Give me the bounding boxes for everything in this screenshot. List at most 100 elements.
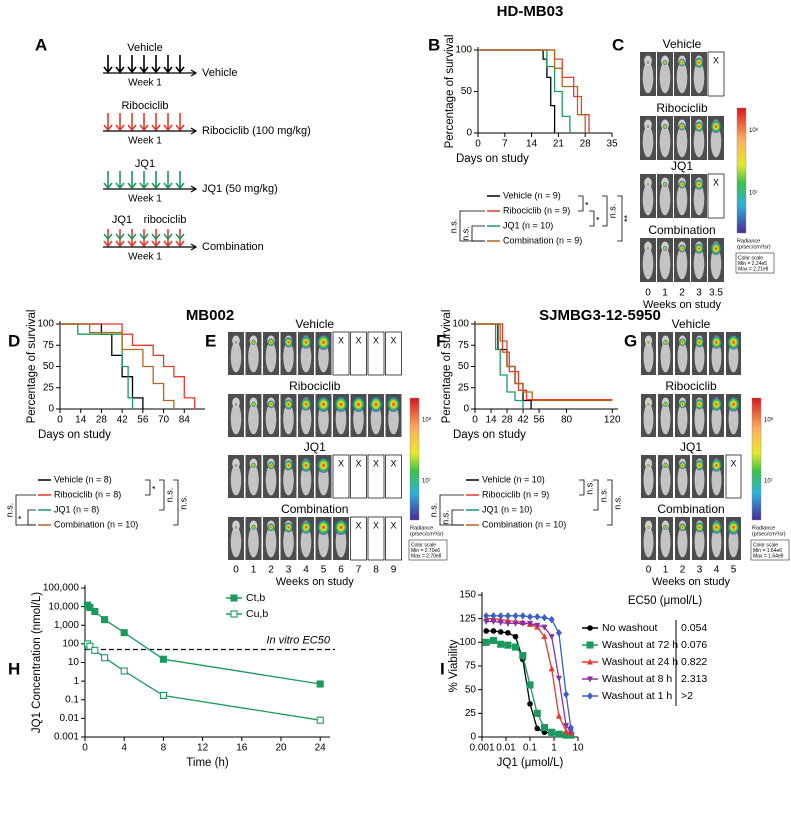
stat-bracket bbox=[451, 509, 464, 526]
bioluminescence bbox=[663, 462, 668, 468]
series-line bbox=[478, 49, 571, 133]
x-tick-label: 35 bbox=[606, 139, 618, 150]
mouse-image bbox=[644, 458, 653, 469]
group-header: SJMBG3-12-5950 bbox=[539, 307, 661, 324]
data-point bbox=[519, 652, 527, 660]
dose-arrow bbox=[175, 113, 185, 132]
y-tick-label: 25 bbox=[458, 382, 470, 393]
mouse-image bbox=[643, 464, 654, 496]
stat-label: ** bbox=[622, 215, 632, 223]
mouse-image bbox=[643, 403, 654, 435]
x-tick-label: 24 bbox=[315, 743, 327, 754]
data-point bbox=[497, 619, 504, 626]
data-point bbox=[534, 613, 541, 621]
stat-label: n.s. bbox=[440, 510, 450, 525]
mouse-image bbox=[693, 125, 705, 158]
y-tick-label: 50 bbox=[458, 361, 470, 372]
data-point bbox=[548, 728, 556, 736]
stat-bracket bbox=[617, 195, 623, 242]
legend-label: Combination (n = 10) bbox=[482, 519, 566, 529]
data-point bbox=[91, 607, 99, 616]
drug-label: JQ1 bbox=[112, 214, 132, 226]
missing-mark: X bbox=[390, 335, 396, 345]
dose-arrow bbox=[115, 55, 125, 74]
y-axis-label: Percentage of survival bbox=[444, 35, 456, 149]
colorbar-tick-label: 10⁸ bbox=[422, 417, 432, 424]
color-scale-text: Color scale bbox=[753, 542, 778, 548]
bioluminescence bbox=[694, 179, 704, 190]
bioluminescence bbox=[647, 340, 650, 344]
bioluminescence bbox=[678, 180, 686, 189]
bioluminescence bbox=[679, 400, 686, 409]
data-point bbox=[497, 612, 504, 620]
bioluminescence bbox=[710, 397, 723, 411]
y-tick-label: 0 bbox=[48, 404, 54, 415]
data-point bbox=[504, 620, 511, 627]
y-tick-label: 100 bbox=[455, 45, 472, 56]
data-point bbox=[483, 619, 490, 626]
missing-image bbox=[385, 516, 402, 561]
mouse-image bbox=[694, 464, 705, 496]
stat-label: n.s. bbox=[460, 226, 470, 241]
bioluminescence bbox=[646, 61, 650, 64]
group-label: JQ1 bbox=[304, 440, 326, 454]
x-tick-label: 20 bbox=[275, 743, 287, 754]
missing-image bbox=[367, 331, 385, 376]
data-point bbox=[555, 629, 562, 637]
bioluminescence bbox=[647, 402, 650, 406]
timeline bbox=[103, 185, 198, 193]
series-line bbox=[478, 49, 586, 133]
x-tick-label: 12 bbox=[197, 743, 209, 754]
y-tick-label: 100 bbox=[452, 319, 469, 330]
stat-bracket bbox=[145, 479, 151, 496]
bioluminescence bbox=[727, 397, 740, 412]
data-point bbox=[527, 620, 533, 627]
mouse-image bbox=[230, 341, 242, 373]
dose-arrow bbox=[139, 55, 149, 74]
data-point bbox=[490, 628, 497, 634]
y-tick-label: 50 bbox=[43, 361, 55, 372]
dose-arrow bbox=[163, 55, 173, 74]
x-tick-label: 14 bbox=[526, 139, 538, 150]
colorbar-title: (p/sec/cm²/sr) bbox=[410, 531, 444, 537]
mouse-image bbox=[300, 403, 312, 435]
mouse-image bbox=[248, 403, 259, 435]
missing-mark: X bbox=[730, 458, 736, 468]
bioluminescence bbox=[300, 335, 312, 349]
data-point bbox=[555, 675, 562, 682]
x-axis-label: Days on study bbox=[453, 429, 526, 441]
stat-label: n.s. bbox=[428, 503, 438, 518]
drug-label: Ribociclib bbox=[121, 100, 168, 112]
data-point bbox=[504, 612, 511, 620]
data-point bbox=[91, 646, 99, 654]
ec50-value: >2 bbox=[681, 690, 693, 702]
legend-label: JQ1 (n = 10) bbox=[482, 504, 532, 514]
dose-arrow bbox=[127, 229, 137, 248]
data-point bbox=[555, 730, 563, 738]
bioluminescence bbox=[646, 125, 650, 128]
stat-label: n.s. bbox=[178, 495, 188, 510]
dose-arrow bbox=[103, 55, 113, 74]
stat-label: n.s. bbox=[4, 503, 14, 518]
bioluminescence bbox=[251, 339, 256, 345]
dose-arrow bbox=[103, 233, 113, 241]
stat-label: n.s. bbox=[448, 219, 458, 234]
bioluminescence bbox=[234, 463, 238, 467]
week-tick-label: 2 bbox=[268, 565, 274, 576]
missing-image bbox=[350, 454, 367, 499]
group-label: Ribociclib bbox=[656, 101, 708, 115]
mouse-image bbox=[265, 464, 277, 496]
x-tick-label: 42 bbox=[117, 415, 129, 426]
bioluminescence bbox=[678, 244, 686, 253]
colorbar-title: Radiance bbox=[752, 525, 775, 531]
missing-mark: X bbox=[338, 458, 344, 468]
data-point bbox=[519, 620, 526, 627]
mouse-image bbox=[693, 247, 705, 280]
y-tick-label: 0 bbox=[466, 128, 472, 139]
data-point bbox=[512, 643, 520, 651]
bioluminescence bbox=[694, 243, 704, 254]
missing-image bbox=[332, 331, 350, 376]
data-point bbox=[563, 727, 570, 734]
colorbar-tick-label: 10⁷ bbox=[764, 478, 773, 485]
